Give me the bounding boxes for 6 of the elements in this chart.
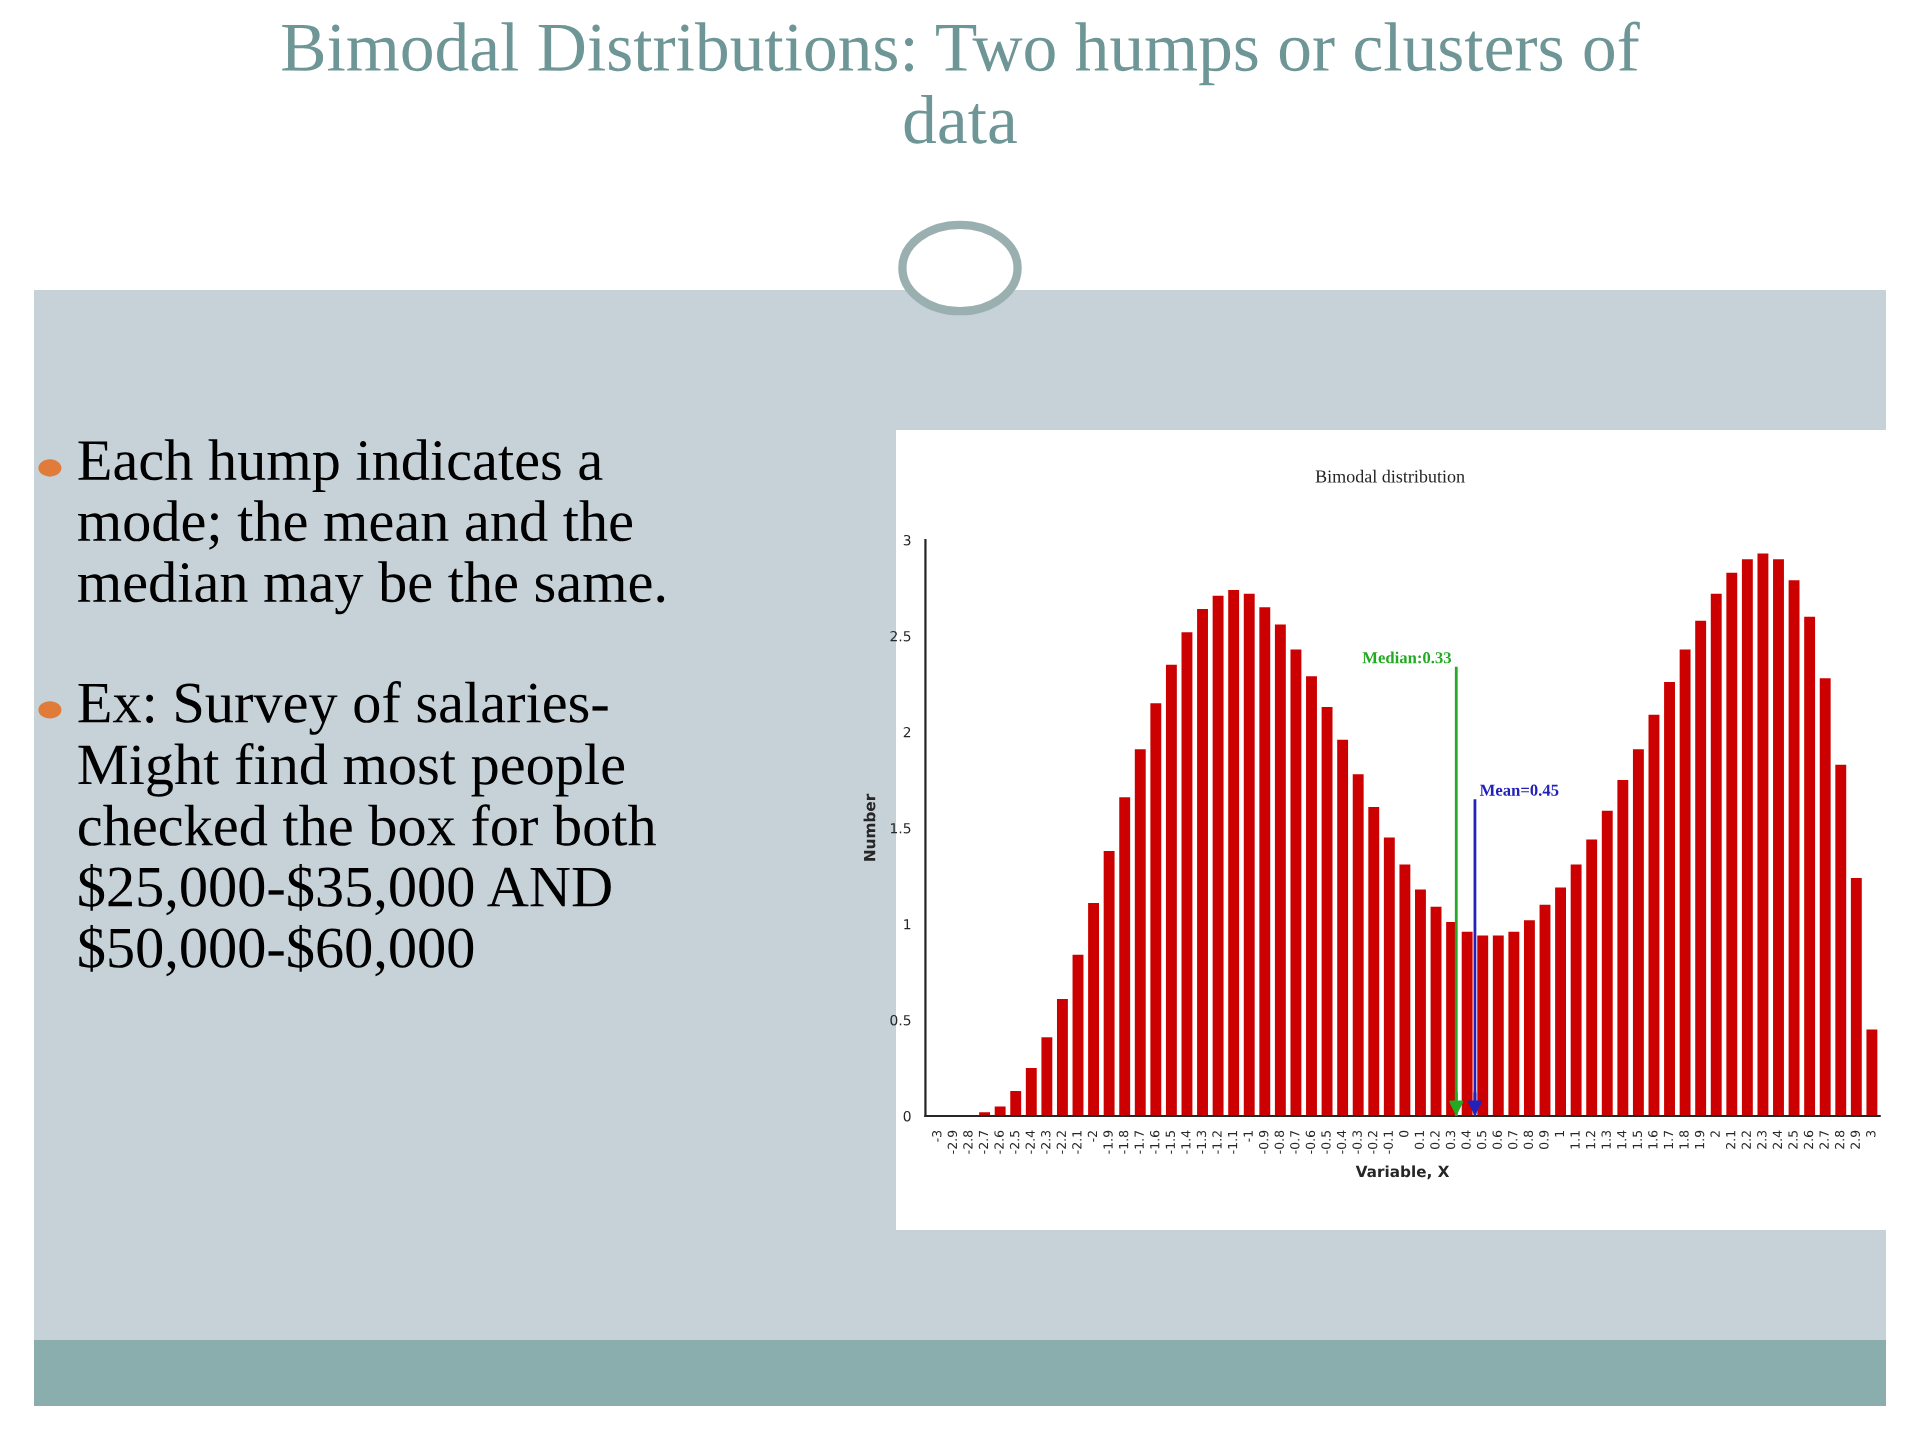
ref-line-label: Median:0.33 [1362, 651, 1452, 664]
text: Each hump indicates a mode; the mean and the median may be the same. [78, 439, 665, 615]
chart-subtitle: Bimodal distribution [1315, 469, 1465, 483]
chart-title: Bimodal Distributions: Two humps or clusters of data [282, 21, 1640, 144]
text: Ex: Survey of salaries- Might find most people checked the box for both $25,000-$35,000 AND $50,000-$60,000 [78, 681, 656, 977]
ref-line-label: Mean=0.45 [1479, 784, 1559, 796]
